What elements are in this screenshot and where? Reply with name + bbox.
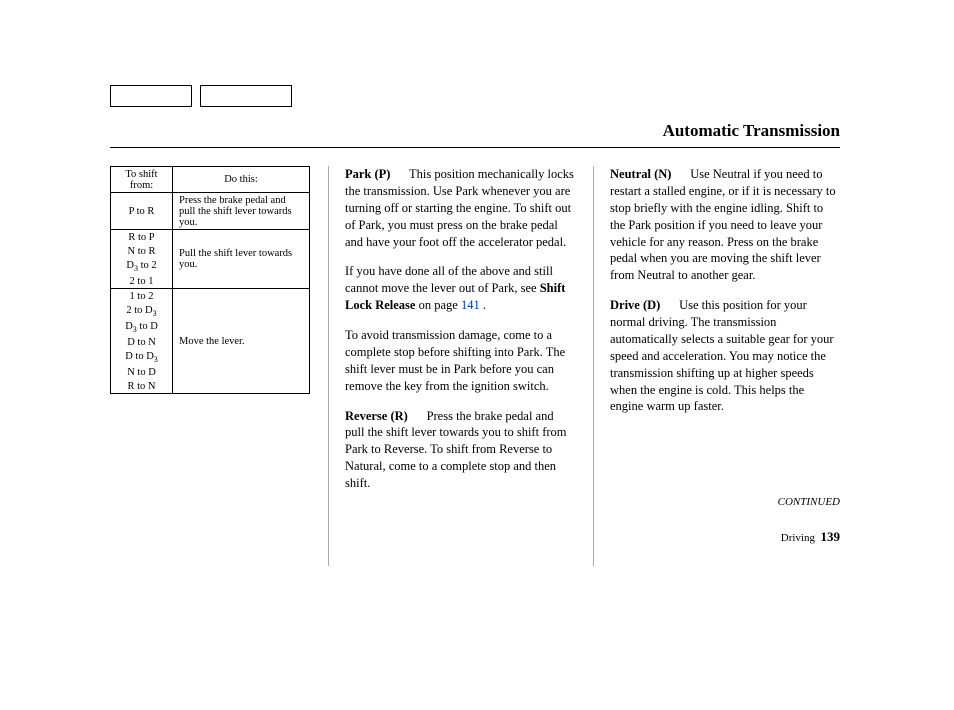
table-row: 1 to 2 Move the lever. bbox=[111, 289, 310, 304]
th-shift-from: To shift from: bbox=[111, 167, 173, 193]
cell-shift: D to D3 bbox=[111, 349, 173, 365]
shift-table-column: To shift from: Do this: P to R Press the… bbox=[110, 166, 310, 566]
subscript: 3 bbox=[154, 355, 158, 364]
para-neutral: Neutral (N) — Use Neutral if you need to… bbox=[610, 166, 840, 284]
content-columns: To shift from: Do this: P to R Press the… bbox=[110, 166, 840, 566]
cell-shift: D3 to 2 bbox=[111, 258, 173, 274]
cell-shift: 2 to 1 bbox=[111, 274, 173, 289]
page-title: Automatic Transmission bbox=[663, 121, 840, 141]
cell-shift: N to R bbox=[111, 244, 173, 258]
header-box-2 bbox=[200, 85, 292, 107]
txt: D to D bbox=[125, 351, 154, 362]
table-header-row: To shift from: Do this: bbox=[111, 167, 310, 193]
th-do-this: Do this: bbox=[173, 167, 310, 193]
label-reverse: Reverse (R) bbox=[345, 409, 408, 423]
table-row: R to P Pull the shift lever towards you. bbox=[111, 230, 310, 245]
shift-table: To shift from: Do this: P to R Press the… bbox=[110, 166, 310, 394]
cell-action: Pull the shift lever towards you. bbox=[173, 230, 310, 289]
txt: 2 to D bbox=[126, 305, 152, 316]
txt: D bbox=[125, 321, 133, 332]
text: Use Neutral if you need to restart a sta… bbox=[610, 167, 836, 282]
cell-action: Move the lever. bbox=[173, 289, 310, 394]
txt: D bbox=[126, 260, 134, 271]
cell-shift: R to P bbox=[111, 230, 173, 245]
cell-shift: R to N bbox=[111, 379, 173, 394]
cell-shift: D3 to D bbox=[111, 319, 173, 335]
page-container: Automatic Transmission To shift from: Do… bbox=[110, 85, 840, 566]
text: on page bbox=[415, 298, 460, 312]
footer-section: Driving bbox=[781, 532, 815, 544]
text: . bbox=[480, 298, 486, 312]
header-boxes bbox=[110, 85, 840, 107]
table-row: P to R Press the brake pedal and pull th… bbox=[111, 193, 310, 230]
cell-shift: P to R bbox=[111, 193, 173, 230]
title-row: Automatic Transmission bbox=[110, 121, 840, 148]
label-drive: Drive (D) bbox=[610, 298, 660, 312]
page-link-141[interactable]: 141 bbox=[461, 298, 480, 312]
txt: to D bbox=[137, 321, 158, 332]
right-column: Neutral (N) — Use Neutral if you need to… bbox=[593, 166, 840, 566]
middle-column: Park (P) — This position mechani­cally l… bbox=[328, 166, 575, 566]
footer-page-number: 139 bbox=[821, 529, 841, 544]
cell-shift: 1 to 2 bbox=[111, 289, 173, 304]
text: Use this position for your normal drivin… bbox=[610, 298, 834, 413]
para-avoid-damage: To avoid transmission damage, come to a … bbox=[345, 327, 575, 395]
text: If you have done all of the above and st… bbox=[345, 264, 553, 295]
cell-action: Press the brake pedal and pull the shift… bbox=[173, 193, 310, 230]
page-footer: Driving 139 bbox=[610, 528, 840, 546]
cell-shift: 2 to D3 bbox=[111, 303, 173, 319]
continued-label: CONTINUED bbox=[610, 495, 840, 510]
cell-shift: D to N bbox=[111, 335, 173, 349]
para-shiftlock: If you have done all of the above and st… bbox=[345, 263, 575, 314]
header-box-1 bbox=[110, 85, 192, 107]
txt: to 2 bbox=[138, 260, 157, 271]
cell-shift: N to D bbox=[111, 365, 173, 379]
para-drive: Drive (D) — Use this position for your n… bbox=[610, 297, 840, 415]
label-park: Park (P) bbox=[345, 167, 390, 181]
para-reverse: Reverse (R) — Press the brake pedal and … bbox=[345, 408, 575, 492]
para-park: Park (P) — This position mechani­cally l… bbox=[345, 166, 575, 250]
label-neutral: Neutral (N) bbox=[610, 167, 671, 181]
subscript: 3 bbox=[153, 309, 157, 318]
